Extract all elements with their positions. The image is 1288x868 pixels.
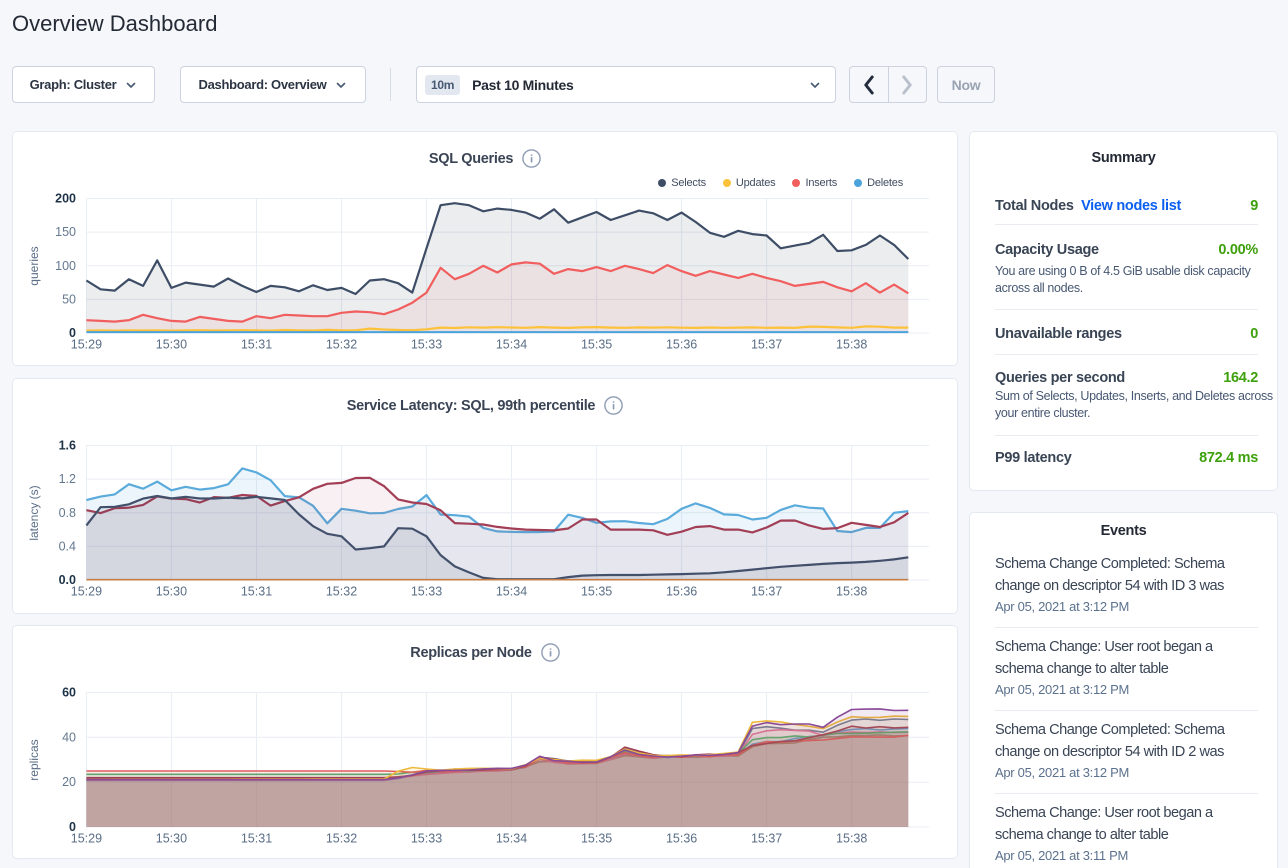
svg-text:15:29: 15:29 <box>71 832 102 846</box>
svg-text:40: 40 <box>62 730 76 744</box>
svg-text:15:30: 15:30 <box>156 338 187 352</box>
svg-text:15:34: 15:34 <box>496 585 527 599</box>
svg-text:15:31: 15:31 <box>241 585 272 599</box>
svg-text:0.8: 0.8 <box>59 506 76 520</box>
svg-text:15:38: 15:38 <box>836 585 867 599</box>
svg-text:15:32: 15:32 <box>326 338 357 352</box>
svg-text:15:33: 15:33 <box>411 832 442 846</box>
svg-text:15:33: 15:33 <box>411 585 442 599</box>
svg-text:15:30: 15:30 <box>156 585 187 599</box>
svg-text:15:34: 15:34 <box>496 832 527 846</box>
svg-text:15:31: 15:31 <box>241 832 272 846</box>
svg-text:15:35: 15:35 <box>581 832 612 846</box>
svg-text:0: 0 <box>69 820 76 834</box>
svg-text:queries: queries <box>27 246 41 285</box>
svg-text:20: 20 <box>62 775 76 789</box>
svg-text:15:33: 15:33 <box>411 338 442 352</box>
svg-text:60: 60 <box>62 686 76 700</box>
svg-text:latency (s): latency (s) <box>27 485 41 540</box>
svg-text:15:30: 15:30 <box>156 832 187 846</box>
svg-text:15:34: 15:34 <box>496 338 527 352</box>
svg-text:1.2: 1.2 <box>59 472 76 486</box>
svg-text:15:32: 15:32 <box>326 585 357 599</box>
svg-text:15:29: 15:29 <box>71 585 102 599</box>
svg-text:15:38: 15:38 <box>836 832 867 846</box>
svg-text:15:36: 15:36 <box>666 832 697 846</box>
svg-text:15:35: 15:35 <box>581 338 612 352</box>
svg-text:15:37: 15:37 <box>751 338 782 352</box>
svg-text:15:35: 15:35 <box>581 585 612 599</box>
svg-text:150: 150 <box>55 225 76 239</box>
svg-text:100: 100 <box>55 259 76 273</box>
svg-text:15:37: 15:37 <box>751 585 782 599</box>
svg-text:15:36: 15:36 <box>666 585 697 599</box>
svg-text:0.4: 0.4 <box>59 539 76 553</box>
svg-text:0: 0 <box>69 326 76 340</box>
svg-text:15:32: 15:32 <box>326 832 357 846</box>
svg-text:200: 200 <box>55 192 76 206</box>
svg-text:1.6: 1.6 <box>59 439 76 453</box>
svg-text:replicas: replicas <box>27 739 41 780</box>
svg-text:15:31: 15:31 <box>241 338 272 352</box>
svg-text:15:38: 15:38 <box>836 338 867 352</box>
svg-text:50: 50 <box>62 292 76 306</box>
svg-text:15:37: 15:37 <box>751 832 782 846</box>
svg-text:0.0: 0.0 <box>59 573 76 587</box>
svg-text:15:36: 15:36 <box>666 338 697 352</box>
svg-text:15:29: 15:29 <box>71 338 102 352</box>
